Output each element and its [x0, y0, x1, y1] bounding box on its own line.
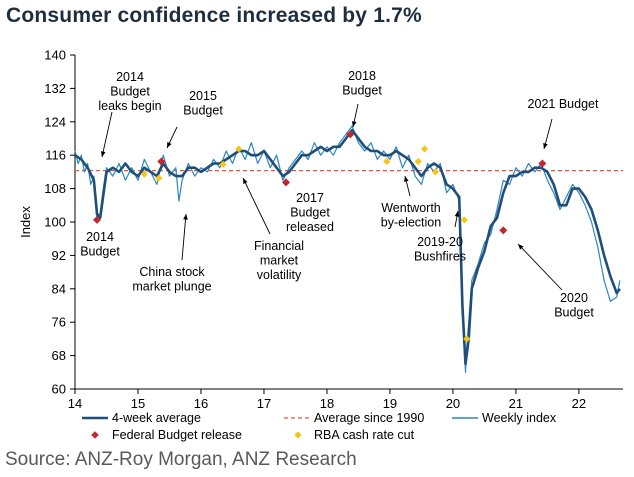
- annotation-b2014leak: leaks begin: [98, 99, 161, 113]
- rba-cut-marker: [460, 216, 468, 224]
- annotation-b2014: 2014: [86, 230, 114, 244]
- annotation-arrowhead: [454, 211, 460, 217]
- budget-release-marker: [282, 178, 291, 187]
- y-tick-label: 116: [45, 148, 66, 163]
- x-tick-label: 19: [383, 396, 397, 411]
- legend-label-budget: Federal Budget release: [112, 428, 242, 442]
- annotation-went: Wentworth: [381, 201, 441, 215]
- markers: [91, 130, 547, 439]
- annotation-b2015: Budget: [183, 104, 223, 118]
- legend: 4-week average Average since 1990 Weekly i…: [82, 411, 557, 442]
- annotation-arrowhead: [243, 178, 248, 184]
- annotation-b2018: 2018: [348, 69, 376, 83]
- annotation-b2017: Budget: [290, 206, 330, 220]
- annotation-b2017: 2017: [296, 191, 324, 205]
- annotation-arrowhead: [100, 151, 106, 157]
- budget-release-marker: [499, 226, 508, 235]
- annotation-b2014leak: 2014: [116, 70, 144, 84]
- annotation-b2015: 2015: [189, 89, 217, 103]
- y-tick-label: 92: [52, 248, 66, 263]
- y-tick-label: 68: [52, 348, 66, 363]
- y-tick-label: 60: [52, 382, 66, 397]
- rba-cut-marker: [420, 145, 429, 153]
- annotation-bush: 2019-20: [417, 235, 463, 249]
- chart-title: Consumer confidence increased by 1.7%: [6, 4, 422, 27]
- rba-cut-marker: [155, 174, 163, 182]
- four-week-average-line: [74, 128, 621, 366]
- rba-cut-marker: [463, 335, 471, 343]
- annotation-b2017: released: [286, 220, 334, 234]
- annotation-b2020: Budget: [554, 306, 594, 320]
- y-tick-label: 132: [44, 81, 66, 96]
- annotation-arrowhead: [404, 176, 409, 182]
- y-tick-label: 140: [44, 48, 66, 63]
- annotation-arrow: [181, 213, 187, 261]
- legend-label-avg: Average since 1990: [314, 411, 424, 425]
- x-tick-label: 16: [194, 396, 208, 411]
- rba-cut-marker: [219, 160, 227, 168]
- y-tick-label: 124: [44, 114, 66, 129]
- annotation-china: market plunge: [132, 280, 211, 294]
- x-tick-label: 17: [257, 396, 271, 411]
- legend-swatch-budget: [91, 431, 99, 439]
- annotation-arrowhead: [351, 121, 357, 127]
- source-note: Source: ANZ-Roy Morgan, ANZ Research: [5, 449, 357, 470]
- annotation-b2014: Budget: [80, 245, 120, 259]
- x-tick-label: 22: [572, 396, 586, 411]
- x-tick-label: 14: [68, 396, 82, 411]
- annotation-b2014leak: Budget: [110, 85, 150, 99]
- budget-release-marker: [93, 215, 102, 224]
- legend-label-4wk: 4-week average: [112, 411, 201, 425]
- rba-cut-marker: [140, 170, 148, 178]
- x-tick-label: 15: [131, 396, 145, 411]
- annotation-bush: Bushfires: [414, 250, 466, 264]
- y-tick-label: 100: [44, 215, 66, 230]
- y-tick-label: 108: [44, 181, 66, 196]
- weekly-index-line: [74, 125, 621, 373]
- annotation-arrowhead: [183, 214, 188, 220]
- x-tick-label: 20: [446, 396, 460, 411]
- annotation-arrow: [517, 243, 563, 291]
- legend-label-rba: RBA cash rate cut: [314, 428, 415, 442]
- annotation-fin: Financial: [254, 239, 304, 253]
- x-tick-label: 18: [320, 396, 334, 411]
- annotation-china: China stock: [139, 265, 205, 279]
- axes: 60 68 76 84 92 100 108 116 124 132 140 14 15 16 17 18 19…: [18, 48, 623, 411]
- legend-swatch-rba: [294, 431, 302, 439]
- annotation-arrowhead: [167, 142, 172, 148]
- annotation-b2021: 2021 Budget: [528, 97, 599, 111]
- annotation-arrow: [101, 111, 113, 158]
- budget-release-marker: [538, 159, 547, 168]
- annotation-arrowhead: [543, 143, 548, 149]
- annotation-arrow: [242, 177, 271, 235]
- annotation-fin: volatility: [257, 268, 302, 282]
- budget-release-marker: [157, 157, 166, 166]
- annotation-fin: market: [260, 254, 299, 268]
- rba-cut-marker: [431, 168, 439, 176]
- legend-label-weekly: Weekly index: [482, 411, 557, 425]
- annotation-b2018: Budget: [342, 84, 382, 98]
- y-tick-label: 84: [52, 281, 66, 296]
- annotation-went: by-election: [381, 216, 441, 230]
- rba-cut-marker: [383, 157, 391, 166]
- rba-cut-marker: [235, 145, 243, 153]
- x-tick-label: 21: [509, 396, 523, 411]
- budget-release-marker: [346, 130, 355, 139]
- annotation-arrowhead: [518, 244, 524, 250]
- rba-cut-marker: [414, 157, 422, 166]
- y-tick-label: 76: [52, 315, 66, 330]
- annotation-b2020: 2020: [560, 291, 588, 305]
- y-axis-label: Index: [18, 206, 33, 238]
